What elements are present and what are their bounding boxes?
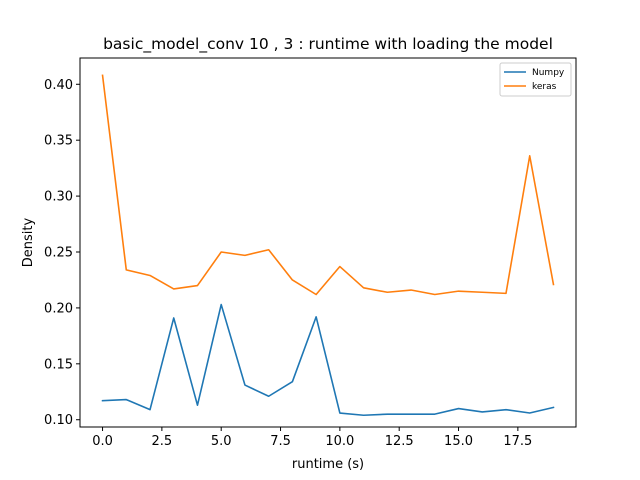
x-axis-ticks: 0.0 2.5 5.0 7.5 10.0 12.5 15.0 17.5 [92,427,532,449]
x-tick-label: 17.5 [503,434,532,449]
plot-area [101,74,555,417]
x-tick-label: 10.0 [325,434,354,449]
series-line-numpy [101,303,555,417]
y-tick-label: 0.15 [44,357,73,372]
series-line-keras [101,74,555,296]
legend-label-numpy: Numpy [532,68,565,78]
x-tick-label: 5.0 [211,434,232,449]
y-tick-label: 0.40 [44,78,73,93]
y-tick-label: 0.30 [44,190,73,205]
legend: Numpy keras [499,62,572,97]
axes-frame [79,57,577,428]
y-tick-label: 0.20 [44,301,73,316]
y-tick-label: 0.25 [44,246,73,261]
x-tick-label: 2.5 [152,434,173,449]
x-tick-label: 15.0 [444,434,473,449]
y-axis-label: Density [21,217,36,267]
chart-title: basic_model_conv 10 , 3 : runtime with l… [103,35,553,54]
x-tick-label: 0.0 [92,434,113,449]
y-tick-label: 0.35 [44,134,73,149]
x-axis-label: runtime (s) [292,457,364,472]
x-tick-label: 12.5 [385,434,414,449]
y-axis-ticks: 0.10 0.15 0.20 0.25 0.30 0.35 0.40 [44,78,80,428]
x-tick-label: 7.5 [270,434,291,449]
y-tick-label: 0.10 [44,413,73,428]
legend-label-keras: keras [532,82,557,92]
